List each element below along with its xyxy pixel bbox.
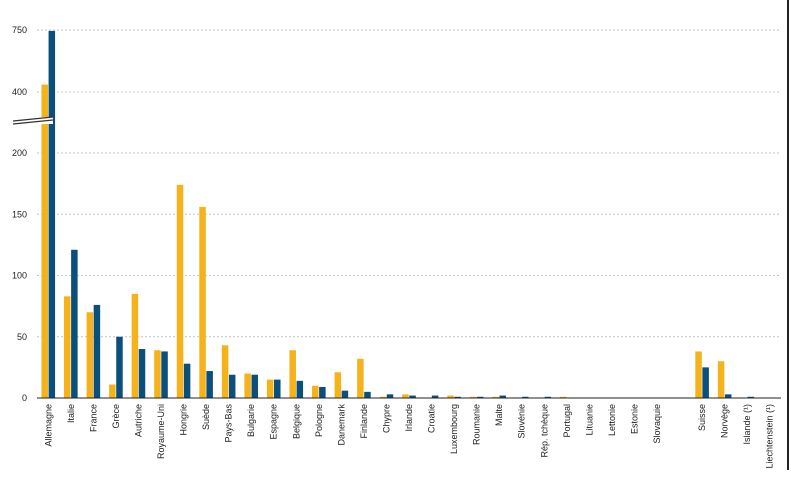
category-label: Grèce (111, 404, 121, 429)
bar-series-2 (48, 30, 56, 399)
category-label: Belgique (291, 404, 301, 439)
bar-series-1 (86, 312, 94, 398)
bar-series-2 (161, 351, 168, 398)
category-label: Autriche (133, 404, 143, 437)
bar-series-1 (64, 296, 71, 398)
bar-series-2 (386, 394, 394, 398)
bar-series-2 (183, 363, 191, 398)
category-label: Norvège (720, 404, 730, 438)
y-tick-label: 200 (12, 148, 27, 158)
bar-series-1 (357, 358, 364, 398)
bar-series-1 (312, 385, 319, 398)
category-label: Suisse (697, 404, 707, 431)
category-label: Liechtenstein (¹) (765, 404, 775, 469)
y-tick-label: 0 (22, 393, 27, 403)
category-label: Hongrie (179, 404, 189, 436)
category-label: Irlande (404, 404, 414, 432)
category-label: Portugal (562, 404, 572, 438)
bar-series-1 (154, 350, 161, 398)
bar-series-2 (409, 395, 416, 398)
category-label: Pays-Bas (224, 404, 234, 443)
bars (41, 30, 754, 399)
category-label: Allemagne (43, 404, 53, 447)
bar-series-1 (447, 395, 454, 398)
bar-series-1 (695, 351, 702, 398)
bar-series-2 (724, 394, 732, 398)
bar-series-2 (499, 395, 506, 398)
category-label: Roumanie (472, 404, 482, 445)
category-labels: Allemagne Italie France Grèce Autriche Royaum… (43, 404, 774, 469)
category-label: Slovaquie (652, 404, 662, 444)
bar-series-2 (522, 396, 529, 398)
bar-series-1 (176, 184, 184, 398)
category-label: Croatie (427, 404, 437, 433)
bar-series-1 (289, 350, 296, 398)
y-tick-label: 750 (12, 25, 27, 35)
bar-series-2 (431, 395, 439, 398)
axis-break-line (12, 119, 54, 125)
bar-series-2 (228, 374, 236, 398)
category-label: Espagne (269, 404, 279, 440)
bar-series-1 (41, 84, 48, 398)
category-label: Islande (¹) (742, 404, 752, 445)
category-label: Malte (494, 404, 504, 426)
category-label: Pologne (314, 404, 324, 437)
right-border (787, 0, 789, 470)
bar-series-1 (560, 396, 567, 398)
y-tick-label: 50 (17, 332, 27, 342)
category-label: Rép. tchèque (539, 404, 549, 458)
bar-series-2 (319, 386, 326, 398)
bar-series-2 (341, 390, 349, 398)
bar-series-1 (334, 372, 342, 398)
bar-series-2 (544, 396, 552, 398)
category-label: Italie (66, 404, 76, 423)
bar-series-1 (266, 379, 274, 398)
category-label: Finlande (359, 404, 369, 439)
bar-series-1 (717, 361, 725, 398)
bar-series-2 (274, 379, 281, 398)
bar-series-1 (402, 394, 409, 398)
y-tick-label: 150 (12, 209, 27, 219)
bar-series-1 (379, 396, 387, 398)
bar-series-2 (116, 336, 123, 398)
bar-series-1 (221, 345, 229, 398)
bar-series-1 (492, 396, 499, 398)
bar-series-2 (138, 349, 146, 398)
bar-series-2 (747, 396, 754, 398)
bar-series-1 (131, 293, 139, 398)
axis-break-gap (13, 117, 53, 124)
category-label: Chypre (381, 404, 391, 433)
category-label: Slovénie (517, 404, 527, 439)
bar-series-2 (251, 374, 258, 398)
bar-series-1 (469, 396, 477, 398)
category-label: Danemark (336, 404, 346, 446)
axis-break-marker (12, 116, 54, 125)
category-label: France (88, 404, 98, 432)
bar-series-2 (206, 371, 213, 398)
category-label: Lettonie (607, 404, 617, 436)
y-axis-ticks: 0 50 100 150 200 400 750 (12, 25, 27, 403)
bar-series-1 (109, 384, 116, 398)
y-tick-label: 400 (12, 87, 27, 97)
bar-series-1 (199, 206, 206, 398)
bar-series-1 (244, 373, 251, 398)
category-label: Suède (201, 404, 211, 430)
bar-series-2 (702, 367, 709, 398)
bar-series-2 (93, 304, 101, 398)
category-label: Estonie (629, 404, 639, 434)
axis-break-line (12, 116, 54, 122)
bar-series-2 (364, 391, 371, 398)
bar-series-2 (454, 396, 461, 398)
bar-series-2 (296, 380, 304, 398)
category-label: Lituanie (584, 404, 594, 436)
category-label: Luxembourg (449, 404, 459, 454)
bar-series-2 (476, 396, 484, 398)
bar-series-2 (71, 249, 78, 398)
category-label: Royaume-Uni (156, 404, 166, 459)
y-tick-label: 100 (12, 271, 27, 281)
gridlines (37, 29, 781, 338)
category-label: Bulgarie (246, 404, 256, 437)
